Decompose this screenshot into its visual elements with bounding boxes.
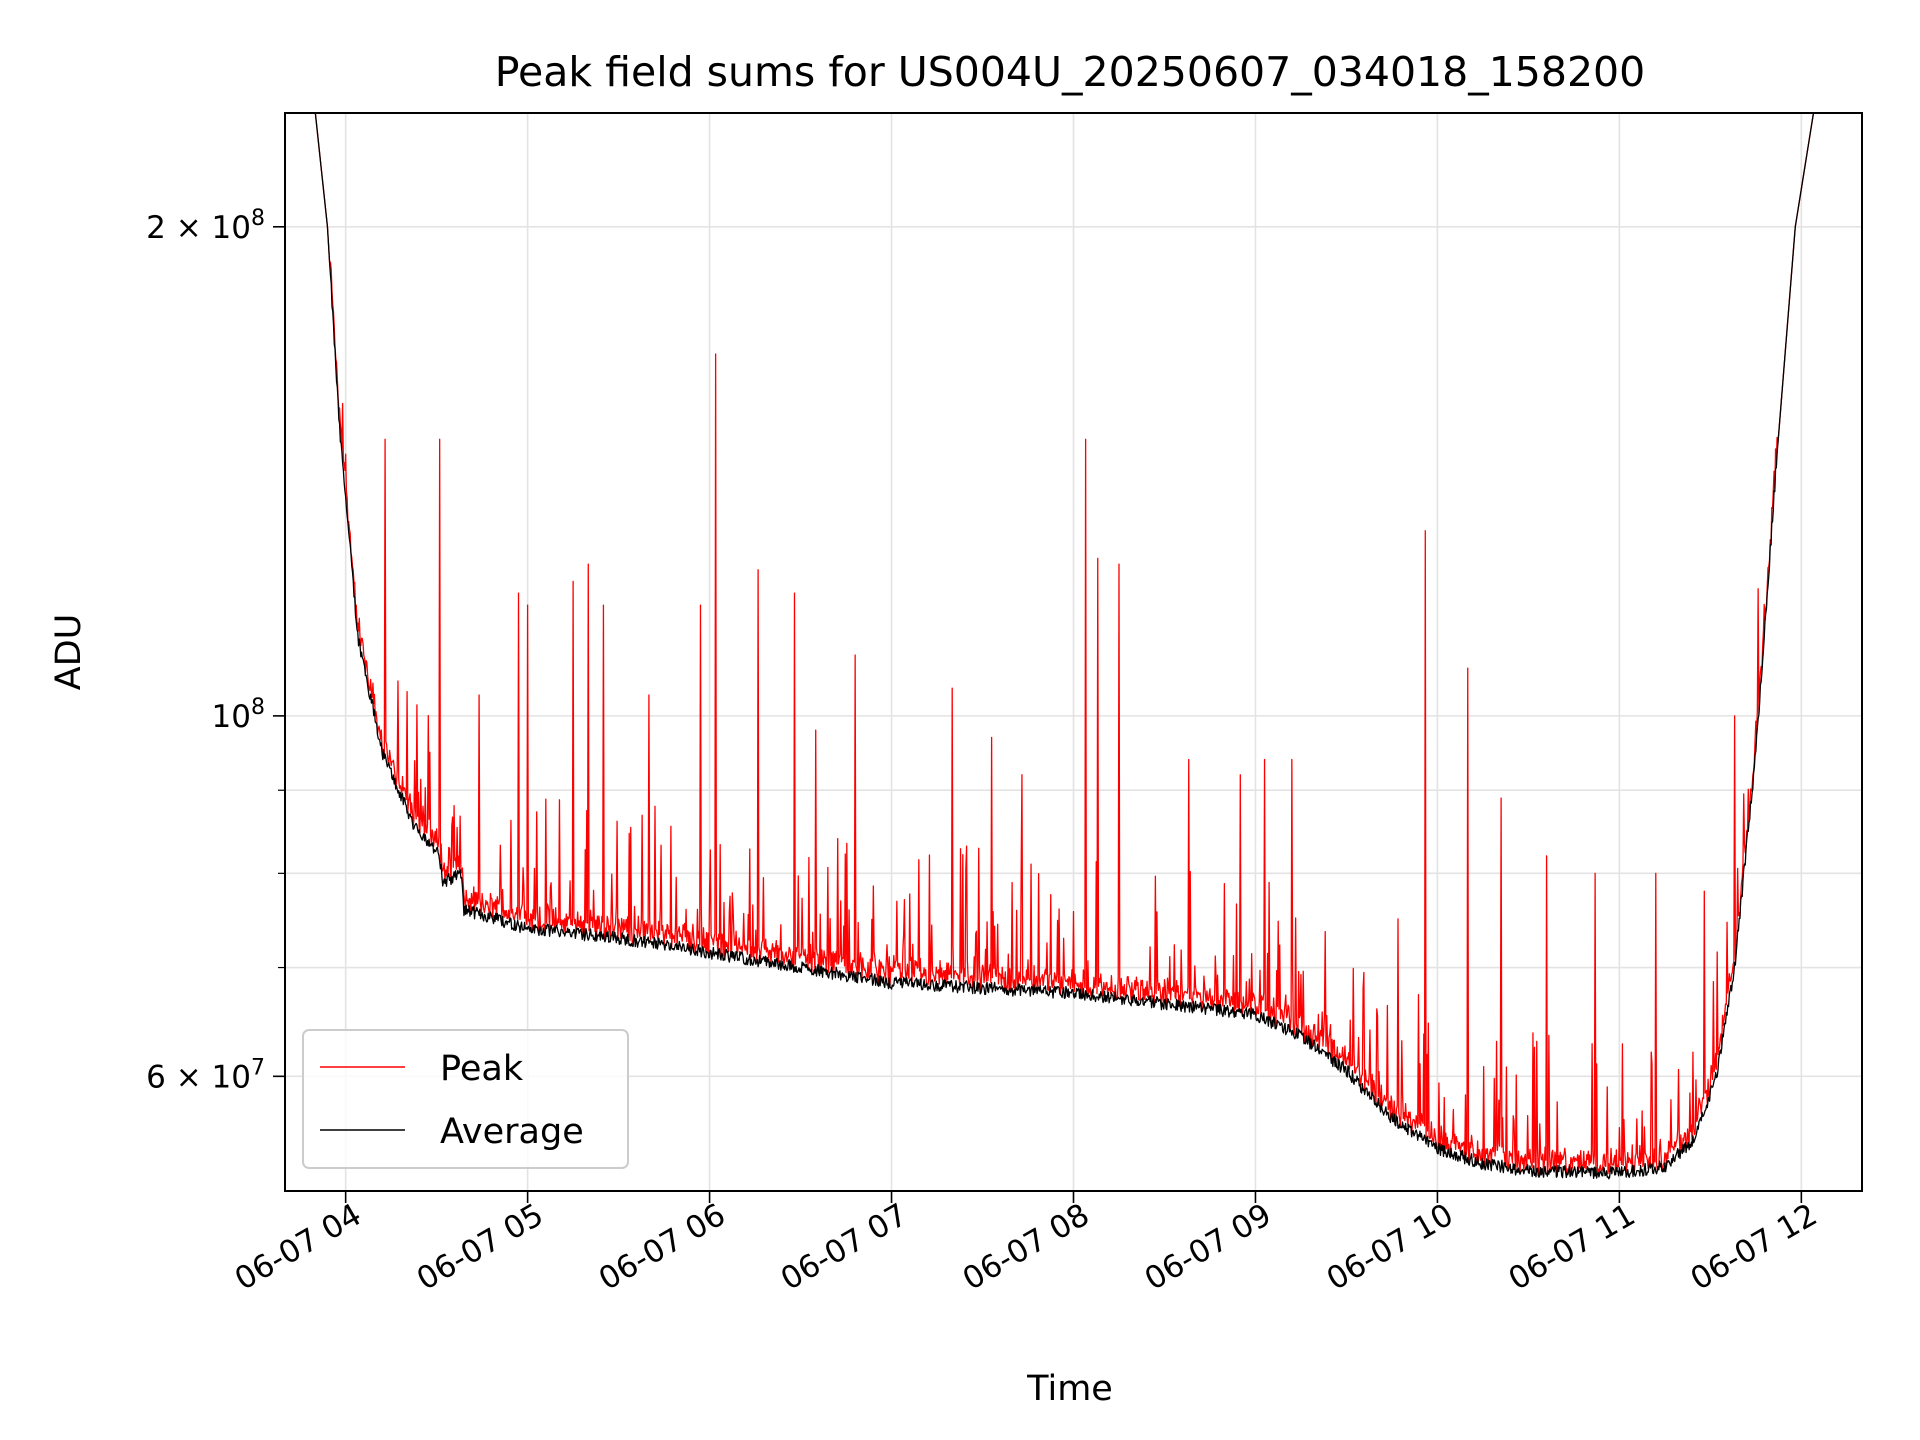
y-axis-label: ADU [49, 614, 89, 691]
y-tick-label: 108 [212, 695, 265, 735]
y-tick-label: 6 × 107 [146, 1055, 265, 1095]
peak-line [285, 112, 1862, 1178]
grid [285, 113, 1862, 1191]
series-average [285, 112, 1862, 1180]
chart-title: Peak field sums for US004U_20250607_0340… [495, 48, 1645, 96]
y-axis: 108 6 × 107 2 × 108 [146, 206, 285, 1095]
average-line [285, 112, 1862, 1180]
legend: Peak Average [302, 1029, 629, 1169]
x-axis-label: Time [1026, 1369, 1113, 1409]
legend-average-label: Average [440, 1112, 584, 1152]
legend-peak-label: Peak [440, 1049, 524, 1089]
plot-area [285, 112, 1862, 1180]
legend-box [302, 1029, 629, 1169]
series-peak [285, 112, 1862, 1178]
y-tick-label: 2 × 108 [146, 206, 265, 246]
